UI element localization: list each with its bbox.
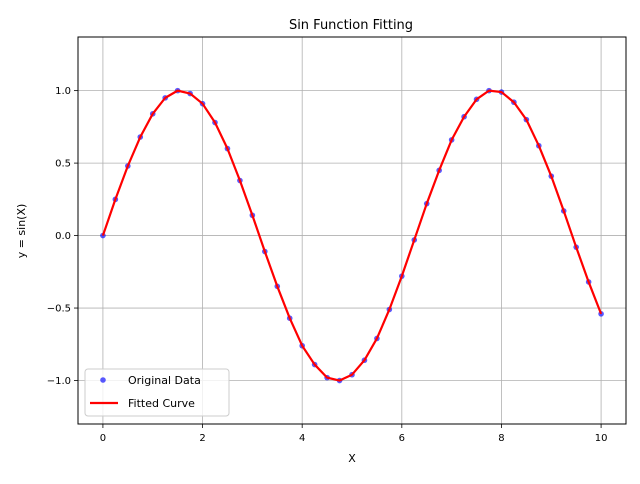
y-axis-ticks: −1.0 −0.5 0.0 0.5 1.0 xyxy=(47,86,78,387)
plot-frame xyxy=(77,36,627,425)
x-tick-label: 6 xyxy=(399,433,405,444)
y-tick-label: 0.0 xyxy=(55,231,71,242)
legend-label-fitted-curve: Fitted Curve xyxy=(128,397,195,410)
y-tick-label: 1.0 xyxy=(55,86,71,97)
y-tick-label: −0.5 xyxy=(47,304,71,315)
y-axis-label: y = sin(X) xyxy=(15,204,28,259)
x-axis-ticks: 0 2 4 6 8 10 xyxy=(100,424,608,444)
x-tick-label: 4 xyxy=(299,433,305,444)
legend-label-original-data: Original Data xyxy=(128,374,201,387)
x-tick-label: 0 xyxy=(100,433,106,444)
fitted-curve-line xyxy=(101,89,603,382)
x-tick-label: 10 xyxy=(595,433,608,444)
plot-area xyxy=(78,37,626,424)
y-tick-label: 0.5 xyxy=(55,159,71,170)
legend-box xyxy=(84,368,230,417)
legend-marker-original-data xyxy=(100,377,106,383)
line-series xyxy=(101,89,603,382)
x-tick-label: 2 xyxy=(199,433,205,444)
chart-title: Sin Function Fitting xyxy=(289,18,413,33)
legend: Original Data Fitted Curve xyxy=(84,368,230,417)
grid xyxy=(78,37,626,424)
x-tick-label: 8 xyxy=(498,433,504,444)
x-axis-label: X xyxy=(348,452,356,465)
y-tick-label: −1.0 xyxy=(47,376,71,387)
